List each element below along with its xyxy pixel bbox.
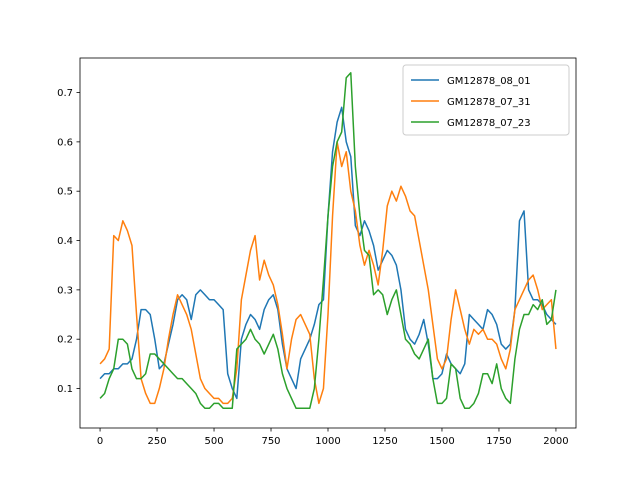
y-tick-label: 0.3	[57, 285, 73, 296]
legend: GM12878_08_01 GM12878_07_31 GM12878_07_23	[402, 64, 570, 136]
x-tick-label: 1000	[315, 436, 340, 447]
legend-label-3: GM12878_07_23	[447, 118, 531, 129]
y-tick-label: 0.5	[57, 187, 73, 198]
legend-label-2: GM12878_07_31	[447, 97, 531, 108]
x-tick-label: 750	[261, 436, 280, 447]
x-tick-label: 500	[204, 436, 223, 447]
legend-label-1: GM12878_08_01	[447, 76, 531, 87]
x-tick-label: 1500	[429, 436, 454, 447]
x-tick-label: 1250	[372, 436, 397, 447]
x-tick-label: 0	[97, 436, 103, 447]
series-line-2	[99, 141, 557, 405]
y-tick-label: 0.4	[57, 236, 73, 247]
series-layer	[99, 72, 557, 410]
legend-box	[402, 64, 570, 136]
x-tick-label: 2000	[543, 436, 568, 447]
x-tick-label: 1750	[486, 436, 511, 447]
y-tick-label: 0.6	[57, 137, 73, 148]
series-line-3	[99, 72, 557, 410]
y-tick-label: 0.7	[57, 88, 73, 99]
x-tick-label: 250	[147, 436, 166, 447]
y-tick-label: 0.1	[57, 384, 73, 395]
y-tick-label: 0.2	[57, 335, 73, 346]
axis-layer: 0 250 500 750 1000 1250 1500 1750 2000 0.1 0.2 0.3 0…	[57, 88, 569, 447]
